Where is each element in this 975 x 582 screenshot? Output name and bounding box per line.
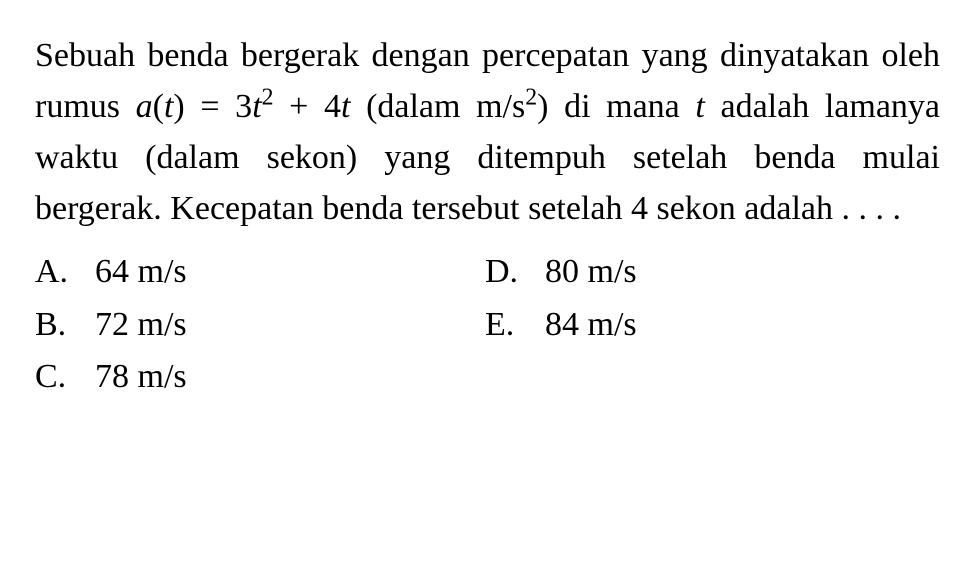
question-unit-sq: 2 [525,85,537,111]
option-e: E. 84 m/s [485,299,637,352]
option-e-text: 84 m/s [545,299,637,352]
option-c-letter: C. [35,351,95,404]
option-b-text: 72 m/s [95,299,187,352]
option-a-text: 64 m/s [95,246,187,299]
question-text: Sebuah benda bergerak dengan percepatan … [35,30,940,234]
option-d: D. 80 m/s [485,246,637,299]
formula-close-eq: ) = 3 [173,88,252,125]
option-c: C. 78 m/s [35,351,485,404]
option-d-text: 80 m/s [545,246,637,299]
option-row-1: A. 64 m/s D. 80 m/s [35,246,940,299]
formula-sq: 2 [262,85,274,111]
question-t-var: t [695,88,704,125]
question-part2: ) di mana [537,88,695,125]
option-a: A. 64 m/s [35,246,485,299]
question-unit1: (dalam m/s [350,88,525,125]
formula-t1: t [164,88,173,125]
option-d-letter: D. [485,246,545,299]
option-row-2: B. 72 m/s E. 84 m/s [35,299,940,352]
formula-a: a [136,88,153,125]
option-a-letter: A. [35,246,95,299]
formula-plus: + 4 [274,88,341,125]
option-b-letter: B. [35,299,95,352]
option-row-3: C. 78 m/s [35,351,940,404]
formula-t2: t [252,88,261,125]
option-b: B. 72 m/s [35,299,485,352]
options-container: A. 64 m/s D. 80 m/s B. 72 m/s E. 84 m/s … [35,246,940,404]
option-c-text: 78 m/s [95,351,187,404]
option-e-letter: E. [485,299,545,352]
formula-open: ( [153,88,164,125]
